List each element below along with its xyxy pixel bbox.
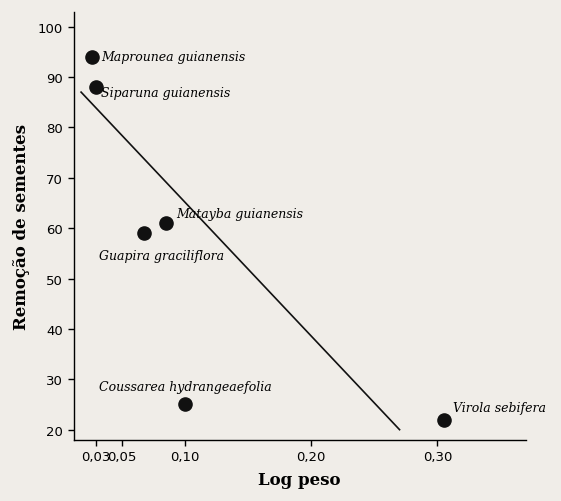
X-axis label: Log peso: Log peso — [259, 471, 341, 488]
Text: Maprounea guianensis: Maprounea guianensis — [102, 51, 246, 64]
Y-axis label: Remoção de sementes: Remoção de sementes — [12, 123, 30, 329]
Text: Guapira graciliflora: Guapira graciliflora — [99, 250, 224, 263]
Point — [180, 401, 189, 409]
Point — [439, 416, 448, 424]
Point — [88, 54, 97, 62]
Text: Matayba guianensis: Matayba guianensis — [176, 207, 303, 220]
Text: Virola sebifera: Virola sebifera — [453, 401, 546, 414]
Point — [92, 84, 101, 92]
Point — [161, 219, 170, 227]
Point — [140, 229, 149, 237]
Text: Siparuna guianensis: Siparuna guianensis — [102, 87, 231, 99]
Text: Coussarea hydrangeaefolia: Coussarea hydrangeaefolia — [99, 381, 272, 394]
